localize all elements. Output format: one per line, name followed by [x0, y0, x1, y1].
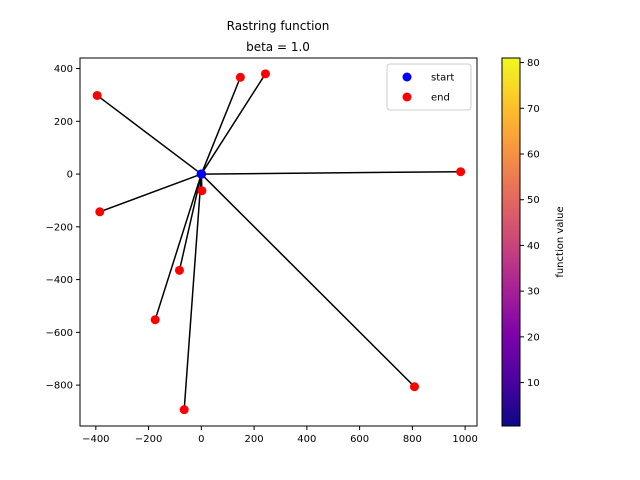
end-point: [409, 382, 419, 392]
colorbar-tick-label: 40: [527, 241, 540, 252]
x-tick-label: 200: [245, 434, 264, 445]
y-tick-label: −800: [46, 381, 73, 392]
legend-box: [386, 63, 472, 111]
chart-title: Rastring function: [227, 19, 330, 33]
x-tick-label: 800: [403, 434, 422, 445]
colorbar-tick-label: 60: [527, 150, 540, 161]
legend-marker: [402, 72, 412, 82]
end-point: [456, 167, 466, 177]
y-tick-label: 400: [54, 64, 73, 75]
colorbar-label: function value: [555, 206, 566, 277]
plot-area: −400 −200 0 200 400 600 800 1000 −800 −600 −400 −20…: [46, 57, 478, 445]
x-tick-label: 0: [198, 434, 204, 445]
legend-label: start: [431, 73, 454, 84]
trajectory-line: [200, 76, 242, 175]
end-point: [235, 72, 245, 82]
end-point: [179, 405, 189, 415]
colorbar-tick-label: 20: [527, 332, 540, 343]
x-tick-label: 1000: [452, 434, 477, 445]
y-tick-label: −400: [46, 275, 73, 286]
axes-frame: [79, 57, 478, 427]
colorbar-tick-label: 10: [527, 378, 540, 389]
end-point: [95, 207, 105, 217]
y-tick-label: −200: [46, 222, 73, 233]
y-tick-label: 200: [54, 117, 73, 128]
trajectory-line: [96, 94, 202, 175]
axes-background: [80, 58, 477, 426]
legend: start end: [386, 63, 472, 111]
y-tick-label: −600: [46, 328, 73, 339]
legend-label: end: [431, 93, 450, 104]
colorbar-gradient: [501, 57, 521, 427]
end-point: [92, 90, 102, 100]
trajectory-line: [154, 173, 203, 320]
colorbar-tick-label: 50: [527, 195, 540, 206]
x-tick-label: −400: [82, 434, 109, 445]
end-point: [260, 69, 270, 79]
x-tick-label: 600: [350, 434, 369, 445]
start-point: [196, 169, 206, 179]
trajectory-line: [201, 170, 461, 175]
y-tick-label: 0: [67, 170, 73, 181]
trajectory-line: [200, 173, 416, 388]
colorbar-tick-label: 30: [527, 287, 540, 298]
end-point: [174, 265, 184, 275]
end-point: [197, 186, 207, 196]
trajectory-line: [200, 73, 267, 175]
colorbar-tick-label: 80: [527, 58, 540, 69]
colorbar-tick-label: 70: [527, 104, 540, 115]
end-point: [150, 315, 160, 325]
x-tick-label: −200: [135, 434, 162, 445]
x-tick-label: 400: [297, 434, 316, 445]
colorbar: 10 20 30 40 50 60 70 80 function value: [501, 57, 566, 427]
trajectory-line: [99, 173, 202, 213]
chart-subtitle: beta = 1.0: [246, 40, 310, 54]
trajectory-line: [183, 174, 203, 410]
legend-marker: [402, 92, 412, 102]
